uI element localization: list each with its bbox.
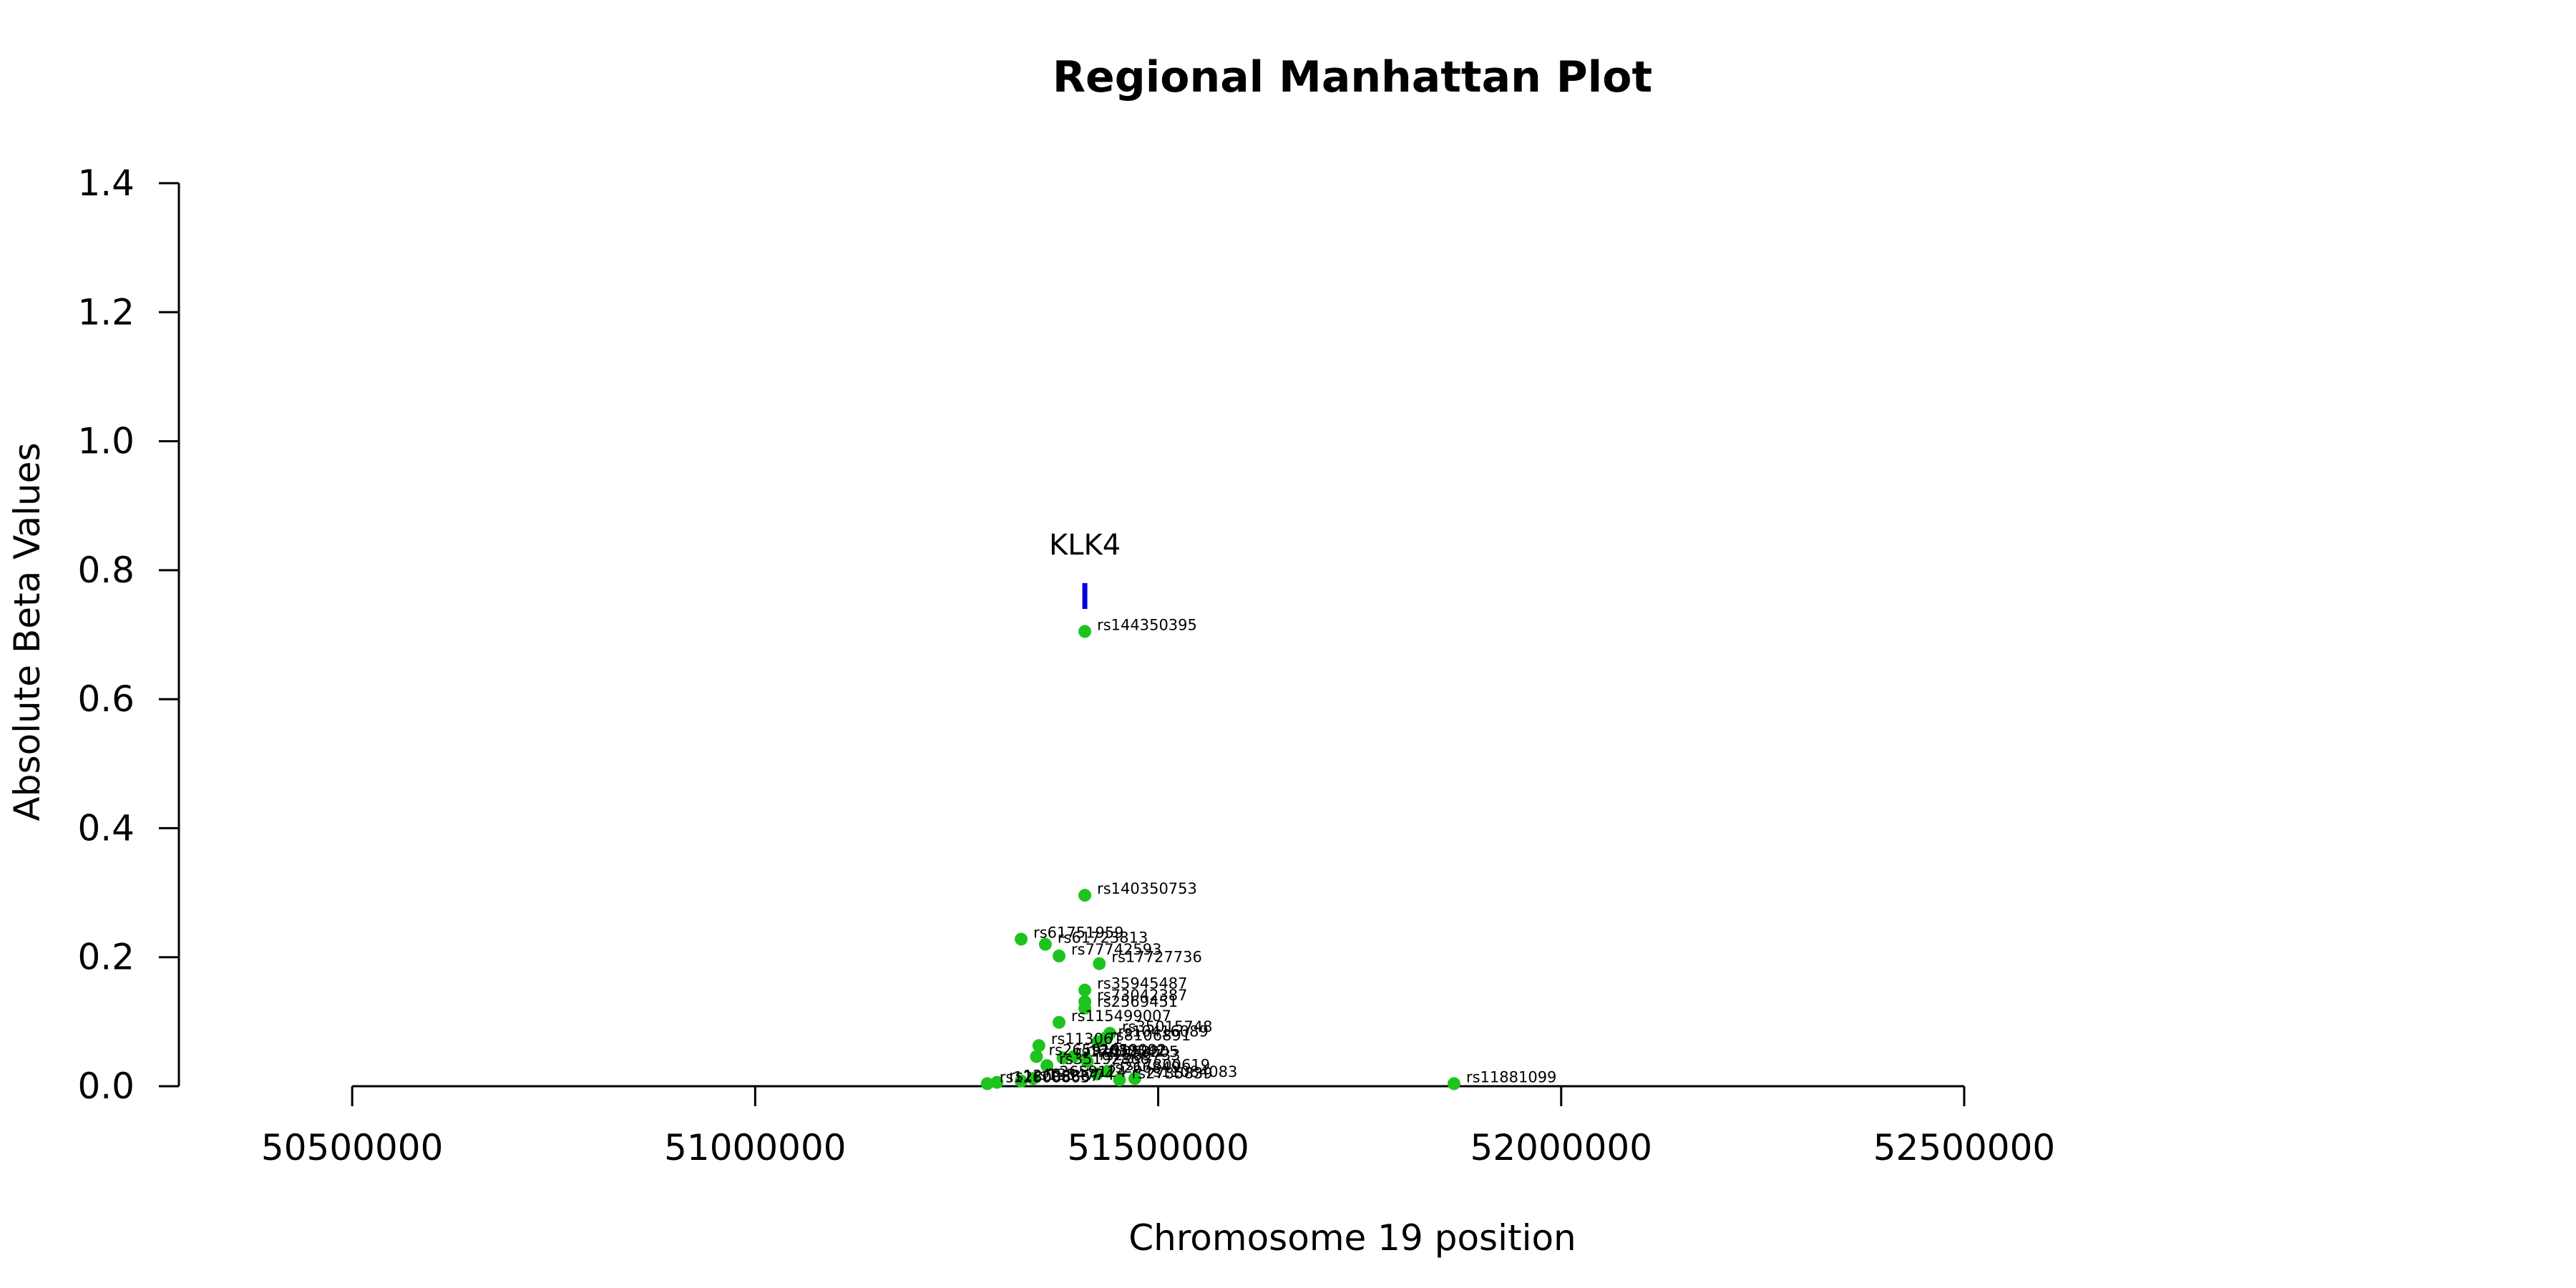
data-point: [1447, 1077, 1460, 1091]
data-point: [1080, 1055, 1094, 1068]
point-label: rs35015748: [1122, 1018, 1212, 1035]
point-label: rs10416089: [1118, 1023, 1208, 1040]
data-point: [1032, 1039, 1045, 1053]
data-point: [1038, 937, 1052, 951]
y-tick-label: 1.0: [77, 421, 135, 462]
point-label: rs77742593: [1071, 941, 1161, 958]
point-label: rs12608863: [1000, 1068, 1090, 1085]
y-tick-label: 0.0: [77, 1065, 135, 1107]
data-point: [1015, 932, 1028, 946]
point-label: rs115499007: [1071, 1008, 1171, 1025]
y-tick-label: 1.2: [77, 291, 135, 333]
point-label: rs17632542: [1075, 1043, 1166, 1060]
data-point: [990, 1075, 1004, 1089]
point-label: rs2659092: [1085, 1042, 1166, 1059]
x-tick-label: 51500000: [1067, 1127, 1249, 1169]
point-label: rs12608867: [1009, 1068, 1099, 1085]
point-label: rs17727736: [1111, 949, 1201, 966]
y-axis-label: Absolute Beta Values: [6, 443, 48, 821]
data-point: [1067, 1050, 1080, 1063]
point-label: rs2569451: [1097, 993, 1178, 1010]
data-point: [1113, 1073, 1126, 1086]
point-label: rs8106891: [1110, 1027, 1191, 1044]
data-point: [980, 1077, 994, 1091]
data-point: [1056, 1051, 1070, 1065]
data-point: [1053, 1015, 1066, 1029]
point-label: rs266849: [1109, 1059, 1181, 1076]
point-label: rs113061: [1051, 1030, 1123, 1048]
data-point: [1090, 1067, 1103, 1080]
point-label: rs61723813: [1058, 930, 1148, 947]
y-tick-label: 0.6: [77, 678, 135, 720]
data-point: [1101, 1065, 1114, 1078]
gene-label: KLK4: [1049, 529, 1121, 562]
data-point: [1030, 1050, 1043, 1063]
data-point: [1026, 1072, 1040, 1085]
y-tick-label: 0.8: [77, 550, 135, 591]
x-tick-label: 50500000: [261, 1127, 444, 1169]
point-label: rs140350753: [1097, 880, 1197, 897]
data-point: [1078, 625, 1092, 638]
chart-title: Regional Manhattan Plot: [1053, 52, 1652, 102]
x-tick-label: 52000000: [1470, 1127, 1653, 1169]
point-label: rs2659101: [1048, 1042, 1129, 1059]
point-label: rs11084083: [1147, 1063, 1237, 1080]
data-point: [1015, 1074, 1028, 1088]
point-label: rs61751959: [1033, 924, 1123, 941]
point-labels-layer: rs144350395 rs140350753 rs61751959rs617238…: [1000, 616, 1557, 1085]
data-point: [1128, 1072, 1141, 1085]
point-label: rs2569733: [1099, 1047, 1180, 1064]
point-label: rs11881099: [1466, 1068, 1556, 1085]
data-point: [1078, 983, 1092, 997]
point-label: rs1058205: [1098, 1043, 1179, 1060]
point-label: rs2659124: [1045, 1063, 1126, 1080]
y-tick-label: 0.2: [77, 937, 135, 978]
data-point: [1091, 1035, 1105, 1048]
y-tick-label: 1.4: [77, 162, 135, 204]
data-point: [1078, 1001, 1092, 1015]
point-label: rs17800619: [1120, 1056, 1210, 1073]
point-label: rs73042387: [1097, 987, 1187, 1004]
point-label: rs35945487: [1097, 975, 1187, 992]
data-point: [1078, 889, 1092, 902]
y-tick-label: 0.4: [77, 807, 135, 849]
point-label: rs2735839: [1132, 1065, 1213, 1082]
point-label: rs35192866: [1059, 1050, 1149, 1068]
point-label: rs1354774: [1033, 1066, 1114, 1083]
data-point: [1053, 949, 1066, 962]
data-point: [1040, 1059, 1054, 1073]
data-point: [1093, 957, 1106, 970]
gene-layer: KLK4: [1049, 529, 1121, 609]
x-tick-label: 51000000: [664, 1127, 847, 1169]
x-axis-label: Chromosome 19 position: [1128, 1217, 1576, 1259]
axes: 0.0 0.2 0.4 0.6 0.8 1.0 1.2 1.4 50500000 51000000…: [77, 162, 2055, 1169]
points-layer: [980, 625, 1460, 1091]
point-label: rs144350395: [1097, 616, 1197, 633]
x-tick-label: 52500000: [1873, 1127, 2056, 1169]
